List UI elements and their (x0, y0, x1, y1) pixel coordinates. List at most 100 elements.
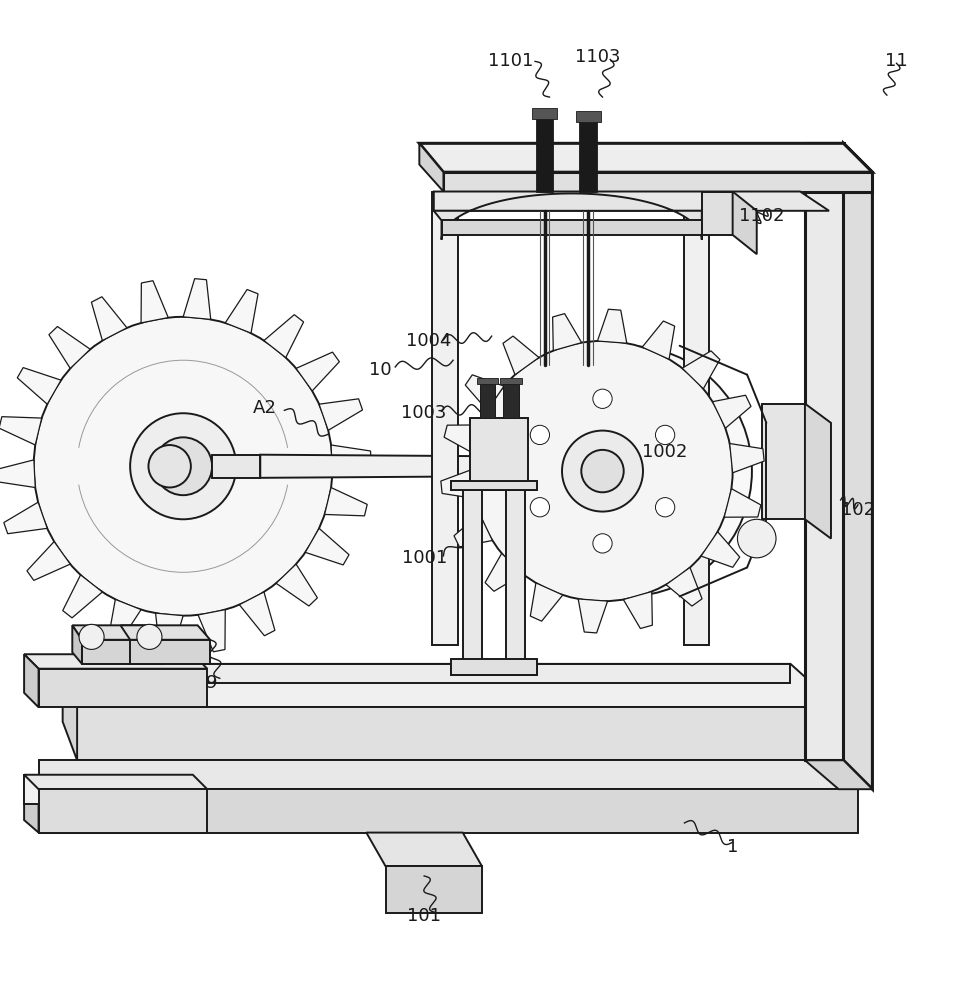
Polygon shape (463, 490, 482, 664)
Polygon shape (24, 775, 87, 833)
Polygon shape (63, 575, 102, 618)
Polygon shape (477, 378, 498, 384)
Circle shape (593, 389, 612, 408)
Polygon shape (239, 592, 275, 636)
Circle shape (34, 317, 333, 616)
Circle shape (154, 437, 212, 495)
Text: 1003: 1003 (401, 404, 447, 422)
Polygon shape (108, 599, 141, 643)
Polygon shape (72, 625, 162, 640)
Polygon shape (264, 315, 304, 358)
Polygon shape (120, 625, 210, 640)
Polygon shape (0, 460, 36, 488)
Text: 1001: 1001 (402, 549, 446, 567)
Circle shape (148, 445, 191, 487)
Polygon shape (701, 532, 739, 567)
Polygon shape (24, 654, 207, 669)
Polygon shape (684, 192, 709, 645)
Polygon shape (434, 193, 702, 240)
Polygon shape (198, 610, 226, 652)
Polygon shape (624, 592, 653, 629)
Polygon shape (552, 314, 581, 351)
Polygon shape (844, 143, 872, 789)
Polygon shape (451, 664, 494, 675)
Polygon shape (325, 488, 367, 516)
Text: 1102: 1102 (738, 207, 785, 225)
Polygon shape (39, 789, 858, 833)
Text: 1101: 1101 (488, 52, 534, 70)
Text: 10: 10 (369, 361, 392, 379)
Polygon shape (17, 368, 61, 404)
Circle shape (656, 498, 675, 517)
Polygon shape (306, 528, 349, 565)
Text: 101: 101 (407, 907, 442, 925)
Polygon shape (712, 395, 751, 428)
Polygon shape (702, 192, 733, 235)
Polygon shape (805, 760, 872, 789)
Polygon shape (432, 192, 458, 645)
Polygon shape (480, 384, 495, 418)
Polygon shape (419, 143, 443, 192)
Polygon shape (39, 669, 207, 707)
Polygon shape (466, 375, 504, 410)
Circle shape (581, 450, 624, 492)
Polygon shape (63, 664, 790, 683)
Polygon shape (503, 384, 519, 418)
Polygon shape (4, 502, 47, 534)
Circle shape (79, 624, 104, 649)
Polygon shape (576, 111, 601, 122)
Text: 1002: 1002 (642, 443, 688, 461)
Text: 1103: 1103 (575, 48, 621, 66)
Circle shape (593, 534, 612, 553)
Polygon shape (319, 399, 362, 430)
Polygon shape (260, 455, 549, 478)
Polygon shape (598, 309, 627, 343)
Polygon shape (579, 122, 597, 192)
Circle shape (530, 498, 549, 517)
Polygon shape (506, 490, 525, 664)
Circle shape (130, 413, 236, 519)
Polygon shape (451, 659, 537, 675)
Polygon shape (130, 640, 210, 664)
Polygon shape (49, 327, 91, 368)
Polygon shape (444, 425, 481, 453)
Polygon shape (39, 760, 858, 789)
Polygon shape (442, 220, 702, 235)
Polygon shape (762, 404, 805, 519)
Text: 11: 11 (885, 52, 908, 70)
Polygon shape (24, 775, 207, 789)
Polygon shape (77, 707, 839, 760)
Polygon shape (331, 445, 371, 473)
Text: A2: A2 (254, 399, 277, 417)
Polygon shape (27, 542, 70, 580)
Polygon shape (730, 444, 764, 473)
Polygon shape (441, 469, 475, 499)
Polygon shape (578, 599, 607, 633)
Polygon shape (451, 481, 537, 490)
Text: 1: 1 (727, 838, 738, 856)
Polygon shape (805, 404, 831, 539)
Text: 9: 9 (206, 674, 218, 692)
Circle shape (737, 519, 776, 558)
Polygon shape (642, 321, 675, 359)
Polygon shape (443, 172, 872, 192)
Polygon shape (155, 613, 183, 654)
Polygon shape (503, 336, 539, 375)
Polygon shape (530, 583, 563, 621)
Polygon shape (24, 775, 39, 833)
Circle shape (137, 624, 162, 649)
Polygon shape (495, 481, 537, 490)
Polygon shape (183, 279, 211, 319)
Polygon shape (434, 192, 829, 211)
Circle shape (656, 425, 675, 445)
Polygon shape (366, 833, 482, 866)
Polygon shape (666, 567, 702, 606)
Polygon shape (92, 297, 127, 341)
Polygon shape (141, 281, 169, 323)
Polygon shape (532, 108, 557, 119)
Polygon shape (470, 418, 528, 481)
Polygon shape (454, 514, 493, 547)
Polygon shape (212, 455, 260, 478)
Text: 102: 102 (841, 501, 875, 519)
Polygon shape (276, 564, 317, 606)
